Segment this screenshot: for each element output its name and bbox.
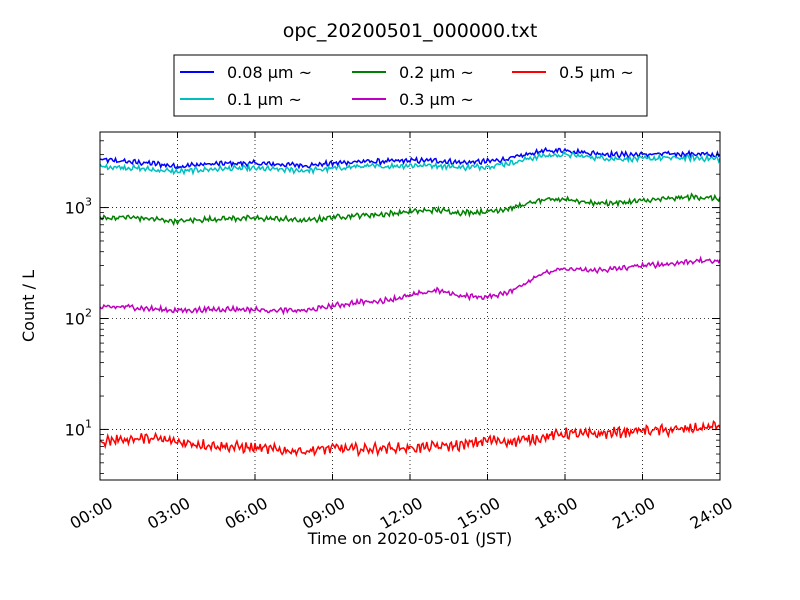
series-line-3 — [99, 192, 721, 227]
legend-entry: 0.3 μm ~ — [352, 90, 474, 109]
series-line-2 — [99, 150, 721, 176]
legend-label: 0.3 μm ~ — [399, 90, 474, 109]
y-axis-label: Count / L — [19, 270, 38, 342]
y-tick-label: 101 — [65, 417, 92, 439]
y-tick-label: 103 — [65, 196, 92, 218]
legend-entry: 0.08 μm ~ — [180, 63, 312, 82]
legend: 0.08 μm ~ 0.1 μm ~ 0.2 μm ~ 0.3 μm ~ 0.5 μm … — [173, 54, 648, 117]
plot-frame — [99, 131, 721, 481]
series-lines — [99, 146, 721, 458]
legend-label: 0.5 μm ~ — [559, 63, 634, 82]
x-axis-label: Time on 2020-05-01 (JST) — [307, 529, 512, 548]
series-line-5 — [99, 420, 721, 458]
series-line-1 — [99, 146, 721, 170]
legend-entry: 0.5 μm ~ — [512, 63, 634, 82]
legend-label: 0.1 μm ~ — [227, 90, 302, 109]
y-tick-label: 102 — [65, 306, 92, 328]
chart-title: opc_20200501_000000.txt — [283, 20, 538, 42]
grid — [100, 132, 720, 480]
legend-frame — [173, 54, 648, 117]
plot-area — [99, 131, 721, 481]
y-tick-labels: 101 102 103 — [65, 196, 92, 440]
plot-background — [100, 132, 720, 480]
legend-entry: 0.1 μm ~ — [180, 90, 302, 109]
series-line-4 — [99, 255, 721, 316]
legend-label: 0.2 μm ~ — [399, 63, 474, 82]
legend-label: 0.08 μm ~ — [227, 63, 312, 82]
legend-entry: 0.2 μm ~ — [352, 63, 474, 82]
